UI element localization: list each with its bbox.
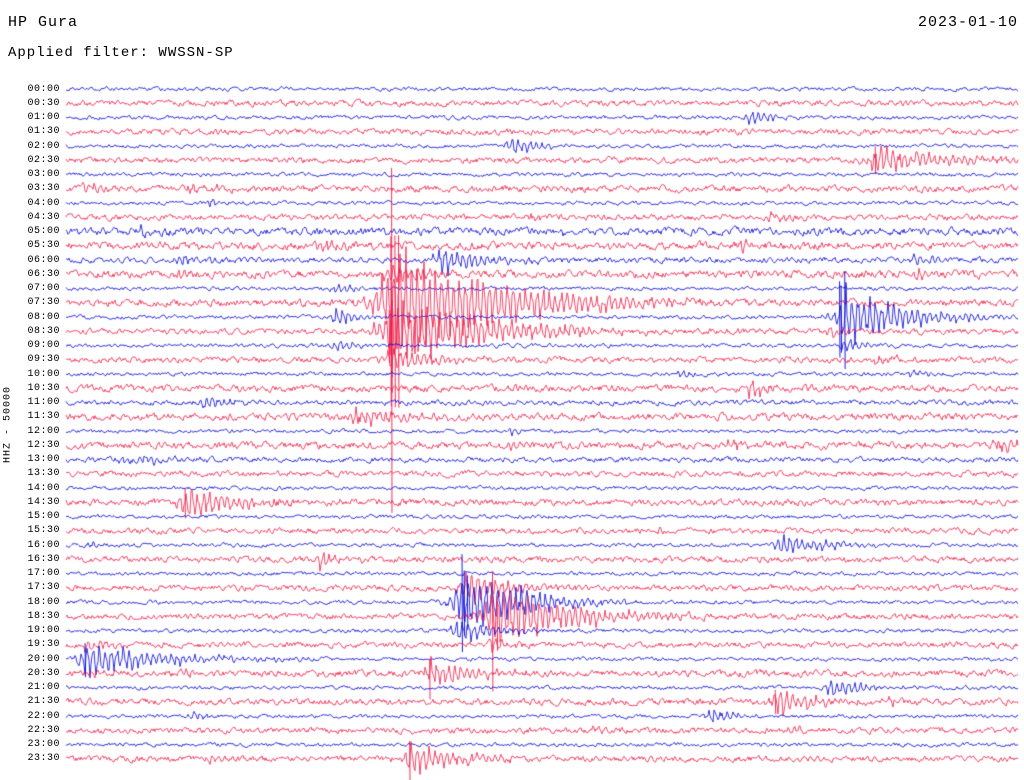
seismogram-canvas: [0, 0, 1024, 780]
helicorder-page: HP Gura 2023-01-10 Applied filter: WWSSN…: [0, 0, 1024, 780]
